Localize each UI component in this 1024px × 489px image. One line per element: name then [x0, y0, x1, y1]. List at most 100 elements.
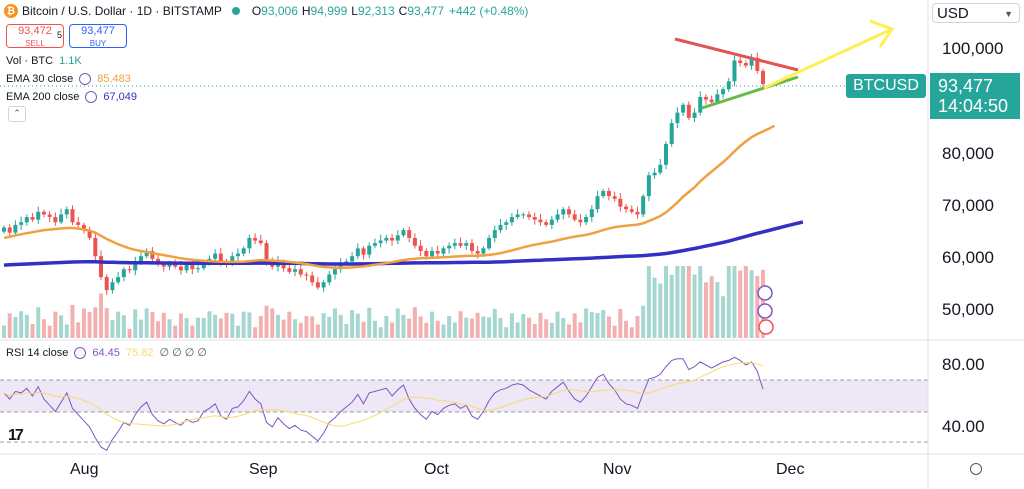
volume-bar: [138, 319, 143, 338]
settings-circle-icon[interactable]: [74, 346, 87, 359]
volume-bar: [681, 266, 686, 338]
volume-bar: [641, 305, 646, 338]
candle-body: [190, 265, 195, 270]
collapse-chevron-icon[interactable]: ⌃: [8, 106, 26, 122]
breakout-arrow-head[interactable]: [869, 19, 895, 48]
event-lightning-icon[interactable]: [757, 303, 773, 319]
rsi-tick-40: 40.00: [942, 417, 985, 436]
ema200-value: 67,049: [103, 91, 138, 103]
settings-circle-icon[interactable]: [85, 91, 98, 103]
volume-bar: [692, 274, 697, 338]
candle-body: [116, 277, 121, 283]
candle-body: [133, 261, 138, 271]
rsi-label: RSI 14 close: [6, 346, 69, 359]
settings-circle-icon[interactable]: [79, 73, 92, 85]
candle-body: [572, 214, 577, 220]
rsi-value: 64.45: [92, 346, 120, 359]
volume-bar: [658, 283, 663, 338]
candle-body: [315, 282, 320, 288]
sell-button[interactable]: 93,472 SELL: [6, 24, 64, 48]
volume-bar: [635, 316, 640, 338]
y-tick-50000: 50,000: [942, 300, 994, 319]
candle-body: [395, 235, 400, 241]
candle-body: [721, 89, 726, 95]
candle-body: [538, 219, 543, 223]
candle-body: [332, 269, 337, 275]
volume-bar: [566, 324, 571, 338]
candle-body: [372, 243, 377, 246]
volume-bar: [698, 266, 703, 338]
volume-bar: [367, 307, 372, 338]
candle-body: [703, 96, 708, 100]
volume-bar: [509, 313, 514, 338]
candle-body: [566, 209, 571, 215]
candle-body: [726, 81, 731, 90]
candle-body: [709, 99, 714, 103]
volume-bar: [133, 309, 138, 338]
currency-select[interactable]: USD ▼: [932, 3, 1020, 23]
gear-icon[interactable]: [970, 463, 982, 475]
candle-body: [350, 256, 355, 262]
support-trendline[interactable]: [701, 75, 799, 110]
candle-body: [367, 245, 372, 255]
candle-body: [30, 217, 35, 220]
rsi-band: [0, 380, 928, 412]
volume-bar: [150, 312, 155, 338]
volume-bar: [298, 322, 303, 338]
volume-bar: [469, 318, 474, 338]
volume-bar: [612, 325, 617, 338]
volume-bar: [629, 327, 634, 338]
candle-body: [53, 217, 58, 223]
ema30-legend[interactable]: EMA 30 close 85,483: [6, 73, 131, 85]
buy-price: 93,477: [81, 25, 115, 37]
candle-body: [686, 104, 691, 118]
volume-bar: [13, 316, 18, 338]
candle-body: [549, 219, 554, 225]
volume-bar: [589, 312, 594, 338]
x-tick-nov: Nov: [603, 461, 632, 478]
tradingview-logo-icon[interactable]: 17: [8, 427, 24, 444]
candle-body: [184, 265, 189, 271]
candle-body: [761, 70, 765, 85]
rsi-legend[interactable]: RSI 14 close 64.45 75.82 ∅ ∅ ∅ ∅: [6, 346, 207, 359]
candle-body: [532, 217, 537, 220]
symbol-legend[interactable]: ₿ Bitcoin / U.S. Dollar · 1D · BITSTAMP …: [4, 4, 528, 18]
volume-bar: [521, 314, 526, 338]
buy-button[interactable]: 93,477 BUY: [69, 24, 127, 48]
volume-legend[interactable]: Vol · BTC 1.1K: [6, 55, 82, 67]
candle-body: [624, 206, 629, 210]
candle-body: [2, 227, 6, 232]
symbol-title[interactable]: Bitcoin / U.S. Dollar · 1D · BITSTAMP: [22, 4, 222, 18]
volume-bar: [435, 320, 440, 338]
candle-body: [230, 256, 235, 265]
volume-bar: [578, 322, 583, 338]
volume-bar: [230, 313, 235, 338]
sell-label: SELL: [25, 39, 45, 48]
y-tick-70000: 70,000: [942, 196, 994, 215]
high-value: 94,999: [310, 4, 348, 18]
candle-body: [481, 248, 486, 254]
breakout-arrow-line[interactable]: [763, 27, 893, 90]
event-flag-icon[interactable]: [758, 319, 774, 335]
volume-bar: [47, 325, 52, 338]
volume-bar: [213, 314, 218, 338]
candle-body: [327, 274, 332, 283]
candle-body: [407, 230, 412, 238]
candle-body: [698, 96, 703, 113]
candle-body: [412, 237, 417, 246]
volume-bar: [81, 308, 86, 338]
candle-body: [235, 253, 240, 257]
candle-body: [36, 211, 41, 220]
resistance-trendline[interactable]: [674, 37, 799, 72]
volume-bar: [173, 325, 178, 338]
volume-bar: [53, 311, 58, 338]
candle-body: [441, 248, 446, 254]
volume-bar: [99, 293, 104, 338]
ema200-legend[interactable]: EMA 200 close 67,049: [6, 91, 137, 103]
close-value: 93,477: [407, 4, 445, 18]
volume-bar: [41, 319, 46, 338]
volume-bar: [715, 282, 720, 338]
open-value: 93,006: [261, 4, 298, 18]
volume-bar: [207, 311, 212, 338]
event-idea-icon[interactable]: [757, 285, 773, 301]
